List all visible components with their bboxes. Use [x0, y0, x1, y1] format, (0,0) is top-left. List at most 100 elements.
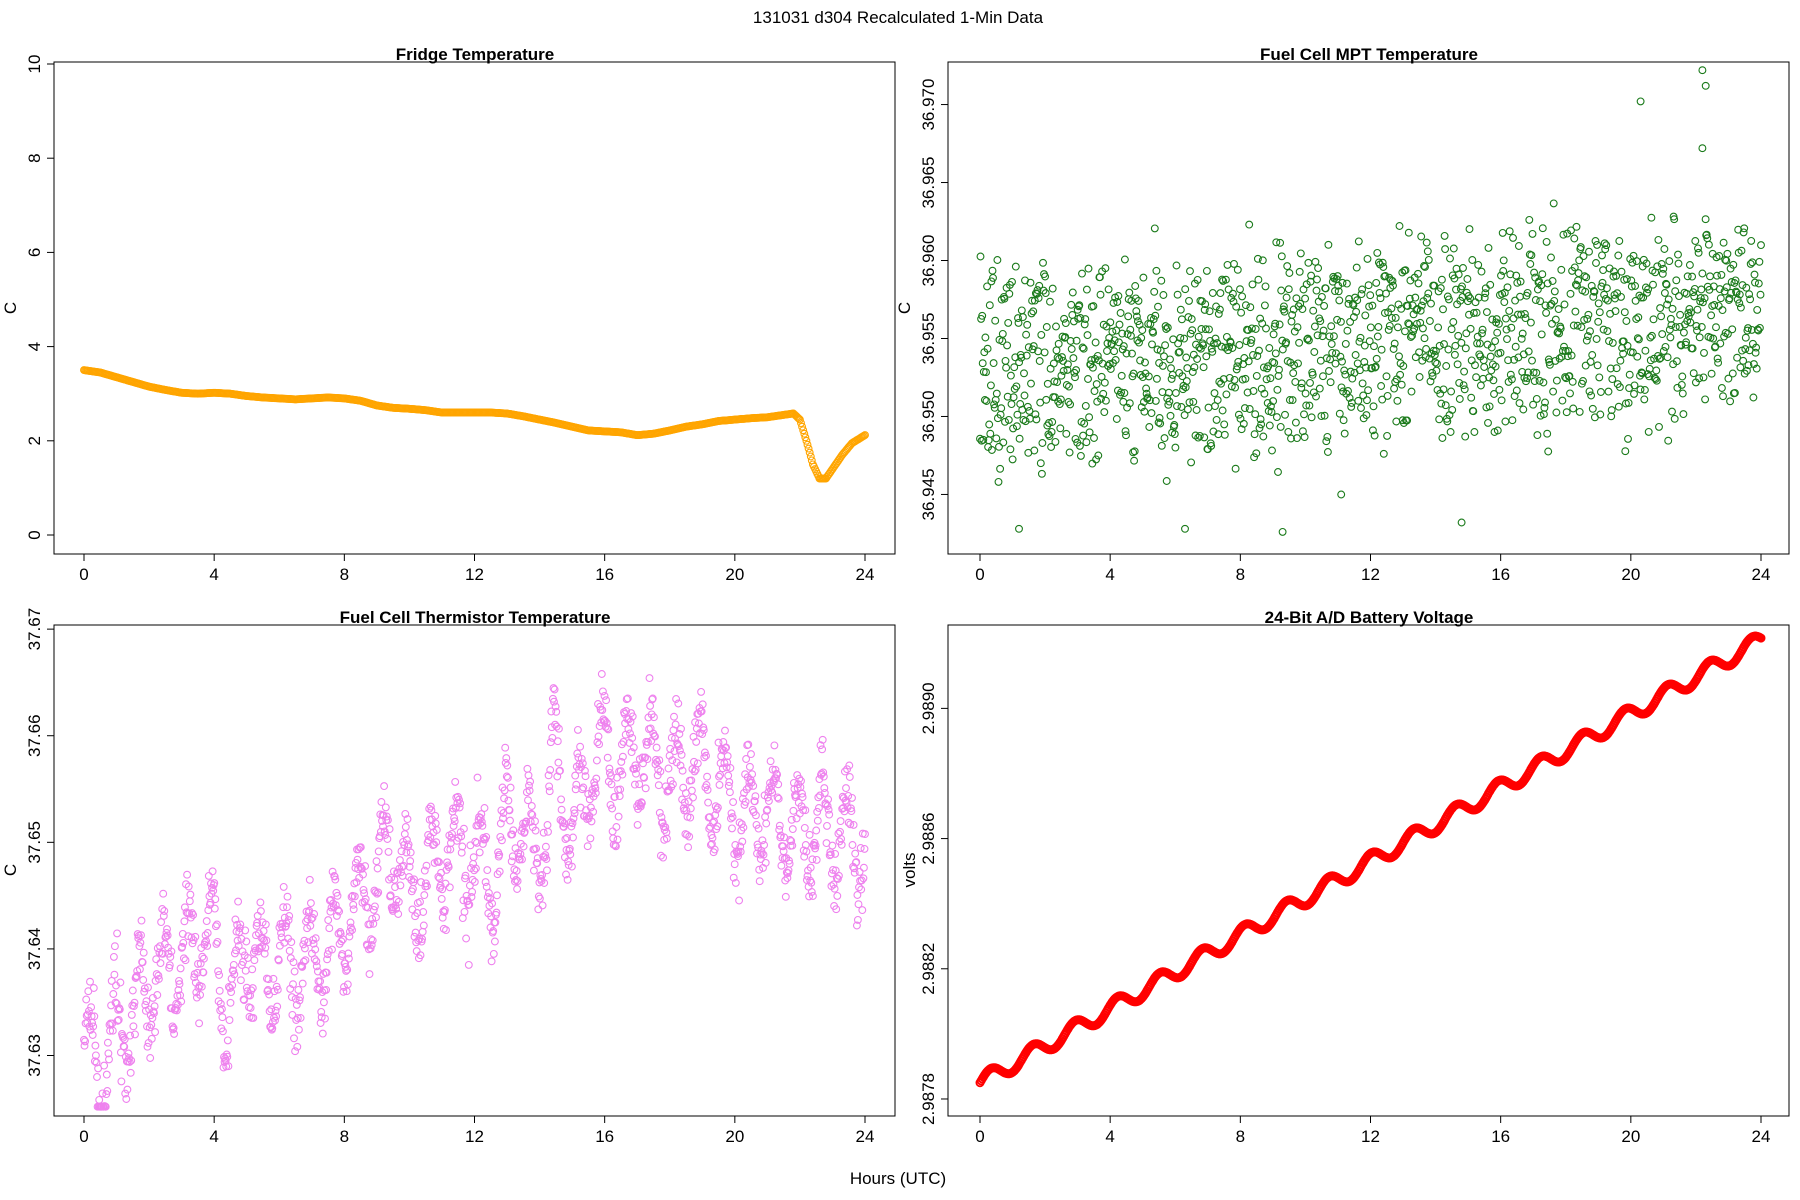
data-point [1467, 393, 1476, 402]
data-point [632, 769, 640, 778]
data-point [1420, 262, 1428, 270]
data-point [1401, 266, 1410, 275]
data-point [1474, 260, 1483, 269]
data-point [1665, 257, 1674, 266]
data-point [1733, 353, 1742, 362]
data-point [1367, 364, 1376, 372]
data-point [1121, 427, 1130, 436]
data-point [215, 986, 224, 995]
data-point [806, 452, 815, 461]
data-point [1173, 402, 1181, 411]
data-point [306, 899, 315, 908]
data-point [1068, 288, 1077, 297]
data-point [581, 772, 590, 781]
data-point [637, 799, 646, 808]
data-point [664, 764, 673, 773]
data-point [1187, 458, 1196, 467]
data-point [1540, 403, 1549, 412]
data-point [1687, 308, 1695, 317]
data-point [1142, 384, 1151, 393]
data-point [1264, 362, 1273, 371]
data-point [606, 800, 615, 809]
data-point [322, 968, 331, 977]
data-point [552, 722, 561, 731]
data-point [1502, 325, 1511, 334]
data-point [1755, 323, 1764, 332]
data-point [1349, 301, 1358, 310]
data-point [1746, 259, 1755, 268]
data-point [1162, 325, 1171, 333]
data-point [1517, 334, 1526, 343]
data-point [242, 937, 251, 946]
data-point [392, 904, 401, 913]
data-point [423, 882, 431, 891]
data-point [1132, 312, 1141, 321]
data-point [1345, 393, 1354, 402]
data-point [93, 1073, 101, 1081]
data-point [1728, 325, 1737, 334]
data-point [1234, 357, 1243, 366]
data-point [348, 926, 357, 934]
data-point [602, 696, 611, 705]
data-point [1312, 392, 1320, 401]
data-point [417, 878, 425, 887]
data-point [1596, 388, 1605, 396]
data-point [1426, 377, 1435, 386]
data-point [541, 851, 550, 860]
data-point [403, 815, 412, 824]
data-point [1220, 430, 1229, 439]
data-point [1338, 278, 1347, 287]
data-point [749, 781, 758, 790]
data-point [692, 737, 701, 746]
data-point [820, 788, 829, 797]
data-point [751, 811, 760, 820]
data-point [1421, 262, 1429, 271]
data-point [1582, 273, 1591, 282]
data-point [807, 888, 816, 896]
data-point [1478, 329, 1486, 338]
data-point [159, 911, 168, 920]
data-point [608, 804, 617, 813]
data-point [1205, 325, 1213, 334]
data-point [1660, 289, 1669, 297]
data-point [1046, 297, 1054, 306]
data-point [1507, 323, 1516, 332]
data-point [1257, 420, 1266, 429]
data-point [844, 818, 853, 827]
data-point [1617, 267, 1626, 276]
data-point [1466, 294, 1475, 303]
data-point [106, 1026, 115, 1035]
data-point [1396, 370, 1405, 379]
data-point [1065, 382, 1073, 391]
data-point [1523, 374, 1532, 383]
data-point [1246, 303, 1255, 312]
data-point [1059, 367, 1068, 375]
data-point [1710, 300, 1719, 309]
data-point [1101, 264, 1110, 273]
data-point [437, 894, 446, 903]
data-point [1506, 370, 1515, 379]
data-point [1180, 334, 1189, 343]
data-point [1100, 408, 1109, 417]
data-point [175, 980, 184, 989]
data-point [420, 891, 429, 900]
data-point [660, 826, 669, 834]
data-point [655, 756, 664, 765]
data-point [641, 784, 650, 793]
data-point [1719, 392, 1727, 401]
data-point [321, 1014, 329, 1023]
data-point [356, 862, 365, 871]
data-point [519, 842, 528, 851]
data-point [816, 791, 824, 800]
data-point [1569, 404, 1578, 413]
data-point [143, 1042, 152, 1051]
data-point [1620, 308, 1629, 317]
data-point [1037, 469, 1046, 478]
data-point [1233, 265, 1242, 274]
data-point [1668, 407, 1676, 416]
data-point [1063, 360, 1072, 369]
data-point [1176, 333, 1185, 342]
data-point [1173, 290, 1182, 299]
data-point [1008, 455, 1017, 464]
data-point [1709, 334, 1718, 343]
